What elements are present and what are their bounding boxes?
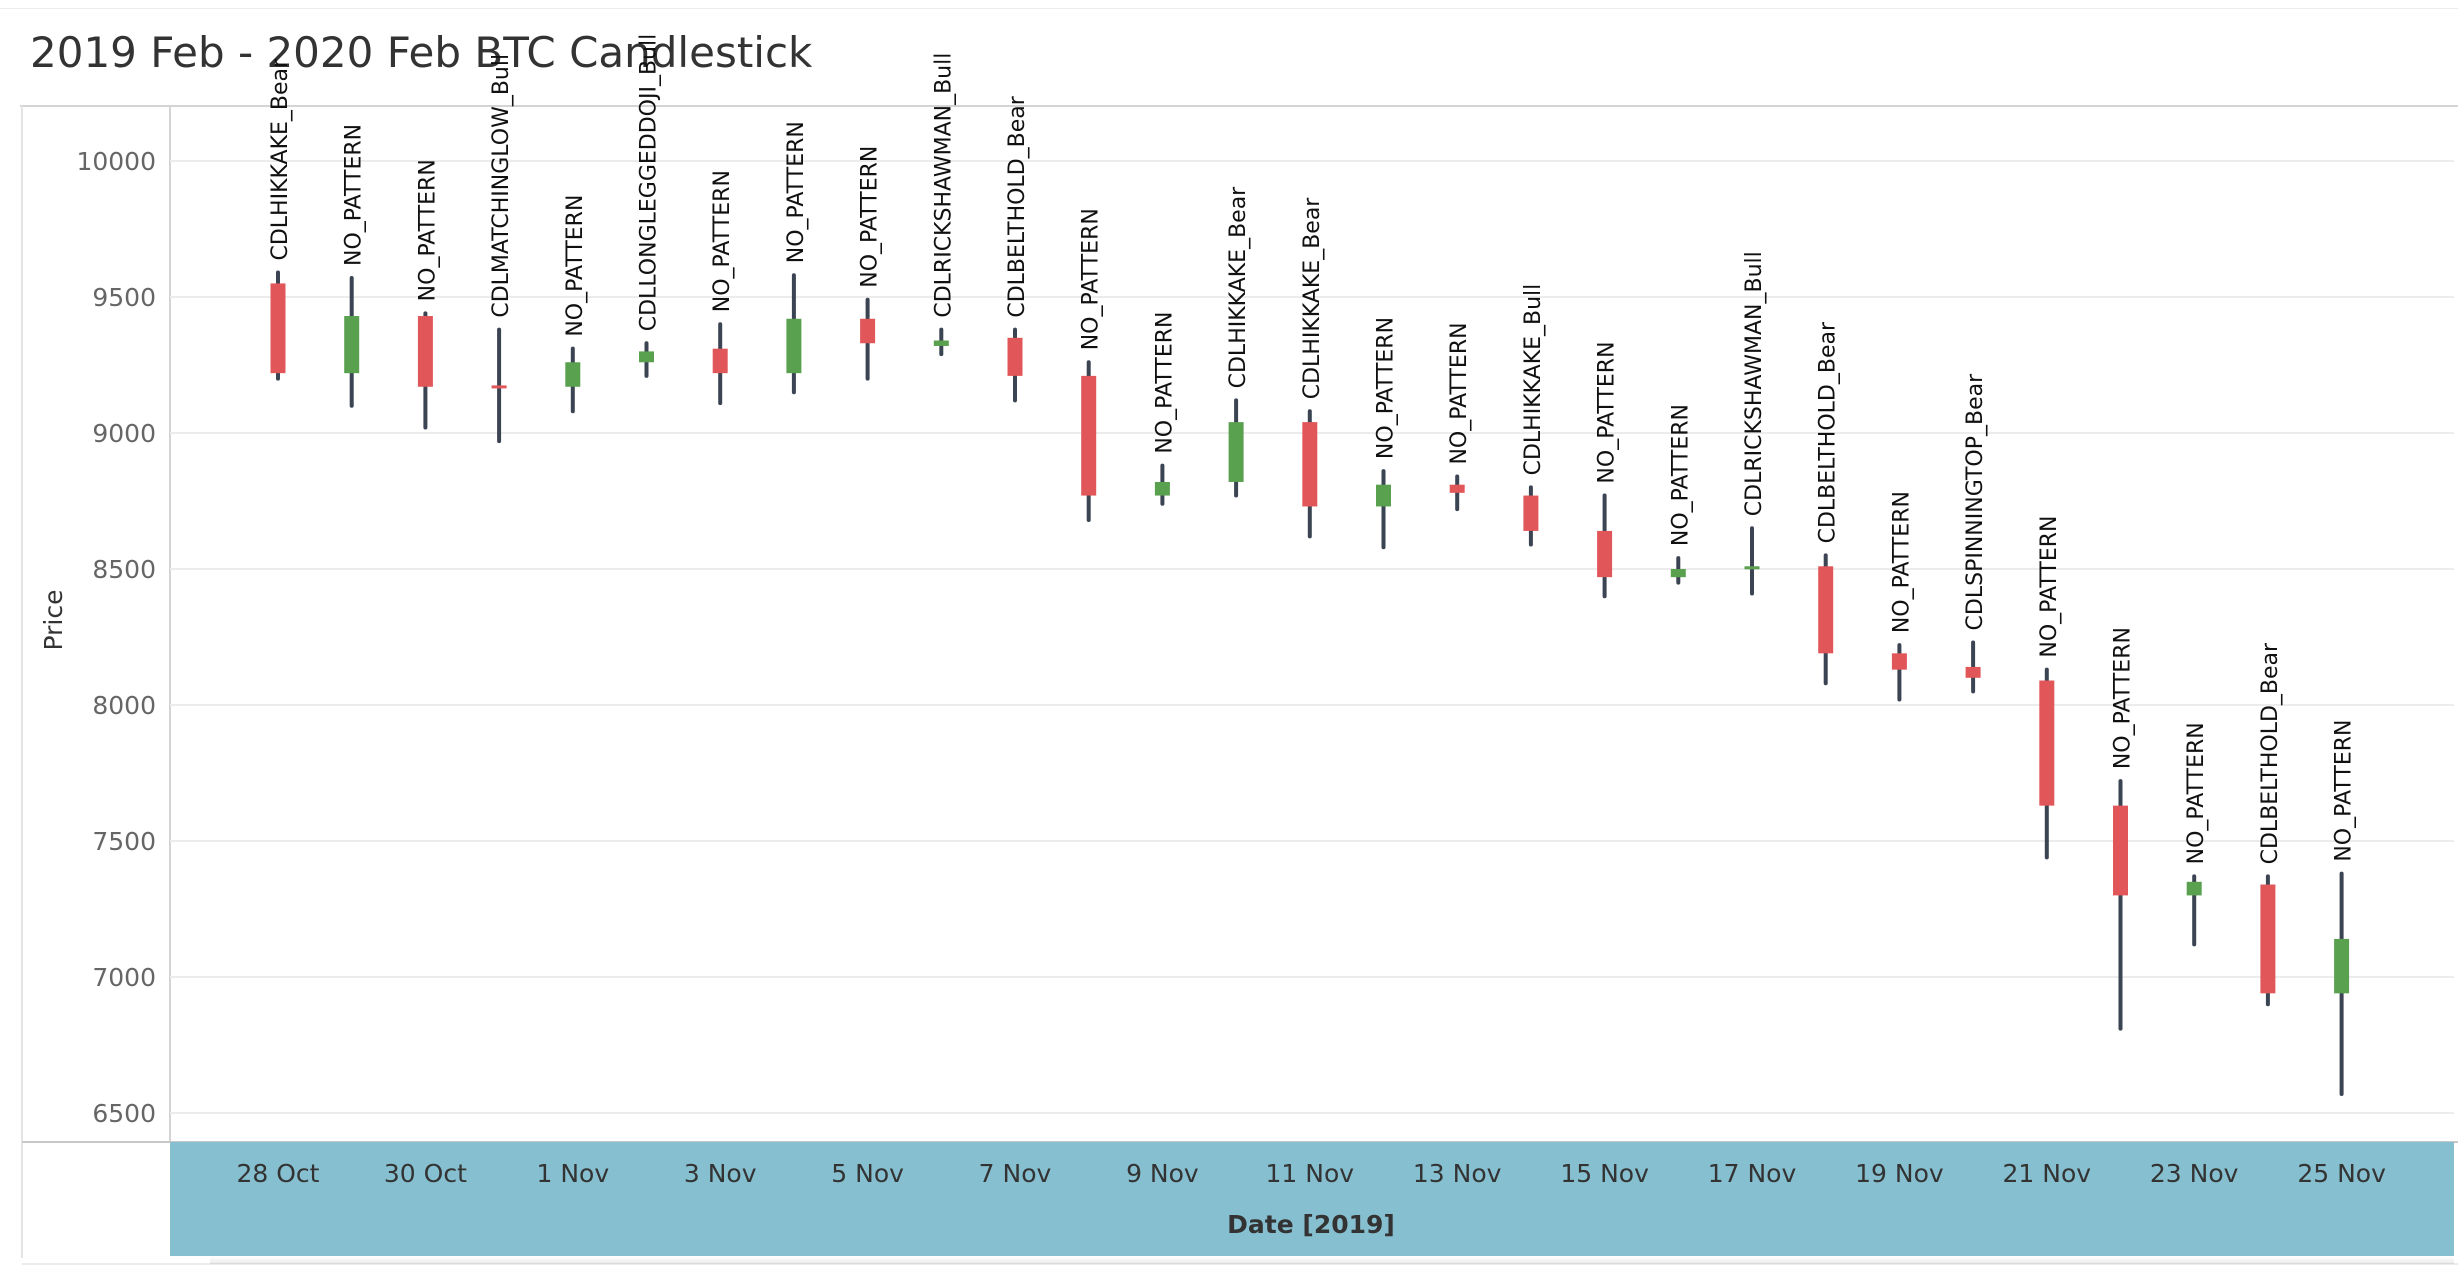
pattern-label: CDLHIKKAKE_Bear (1300, 197, 1325, 400)
pattern-label: CDLSPINNINGTOP_Bear (1963, 373, 1988, 631)
x-tick-label: 7 Nov (979, 1159, 1052, 1188)
x-tick-label: 5 Nov (831, 1159, 904, 1188)
bear-candle-body (1007, 337, 1023, 376)
bear-candle-body (1302, 422, 1318, 507)
bear-candle-body (1597, 530, 1613, 578)
y-tick-label: 9500 (92, 283, 156, 312)
pattern-label: CDLBELTHOLD_Bear (2258, 642, 2283, 864)
y-tick-label: 7500 (92, 827, 156, 856)
bull-candle-body (1228, 422, 1244, 482)
bear-candle-body (1449, 484, 1465, 493)
pattern-label: NO_PATTERN (342, 124, 367, 266)
bear-candle-body (2260, 884, 2276, 994)
y-tick-label: 7000 (92, 963, 156, 992)
x-tick-label: 30 Oct (384, 1159, 467, 1188)
pattern-label: NO_PATTERN (1595, 341, 1620, 483)
x-tick-label: 17 Nov (1708, 1159, 1797, 1188)
x-tick-label: 11 Nov (1266, 1159, 1355, 1188)
y-tick-label: 8500 (92, 555, 156, 584)
bull-candle-body (1744, 566, 1760, 570)
bull-candle-body (344, 316, 360, 374)
pattern-label: CDLRICKSHAWMAN_Bull (1742, 251, 1767, 516)
pattern-label: NO_PATTERN (2037, 516, 2062, 658)
bull-candle-body (2334, 938, 2350, 994)
pattern-label: NO_PATTERN (784, 121, 809, 263)
bear-candle-body (1891, 653, 1907, 670)
bear-candle-body (2113, 805, 2128, 896)
pattern-label: NO_PATTERN (563, 195, 588, 337)
pattern-label: NO_PATTERN (1079, 208, 1104, 350)
x-tick-label: 3 Nov (684, 1159, 757, 1188)
x-tick-label: 1 Nov (536, 1159, 609, 1188)
x-tick-label: 13 Nov (1413, 1159, 1502, 1188)
bull-candle-body (1154, 481, 1170, 496)
x-tick-label: 9 Nov (1126, 1159, 1199, 1188)
bull-candle-body (2186, 881, 2202, 896)
bull-candle-body (933, 340, 949, 346)
x-tick-label: 15 Nov (1560, 1159, 1649, 1188)
pattern-label: CDLHIKKAKE_Bear (1226, 186, 1251, 389)
pattern-label: NO_PATTERN (2332, 720, 2357, 862)
pattern-label: CDLHIKKAKE_Bull (1521, 284, 1546, 476)
y-axis: 6500 7000 7500 8000 8500 9000 9500 10000 Price (39, 147, 156, 1128)
bear-candle-body (1081, 375, 1097, 496)
bear-candle-body (1523, 495, 1539, 531)
pattern-label: CDLMATCHINGLOW_Bull (489, 54, 514, 318)
bear-candle-body (860, 318, 876, 344)
pattern-label: NO_PATTERN (2111, 627, 2136, 769)
pattern-label: NO_PATTERN (1447, 322, 1472, 464)
x-axis-band: 28 Oct 30 Oct 1 Nov 3 Nov 5 Nov 7 Nov 9 Nov 11 … (170, 1142, 2454, 1264)
pattern-label: CDLRICKSHAWMAN_Bull (931, 53, 956, 318)
bear-candle-body (1965, 666, 1981, 678)
pattern-label: NO_PATTERN (415, 159, 440, 301)
x-axis-shadow (210, 1256, 2454, 1264)
bear-candle-body (1818, 566, 1834, 654)
bull-candle-body (639, 351, 654, 363)
bull-candle-body (565, 362, 581, 387)
candles (270, 270, 2350, 1096)
x-axis-title: Date [2019] (1227, 1210, 1395, 1239)
x-tick-label: 19 Nov (1855, 1159, 1944, 1188)
y-tick-label: 6500 (92, 1099, 156, 1128)
pattern-label: CDLHIKKAKE_Bear (268, 58, 293, 261)
pattern-labels: CDLHIKKAKE_Bear NO_PATTERN NO_PATTERN CDLMA… (268, 34, 2357, 865)
top-divider (0, 8, 2458, 9)
pattern-label: NO_PATTERN (1152, 312, 1177, 454)
y-tick-label: 9000 (92, 419, 156, 448)
pattern-label: NO_PATTERN (1374, 317, 1399, 459)
bear-candle-body (2039, 680, 2055, 806)
pattern-label: CDLLONGLEGGEDDOJI_Bull (637, 34, 662, 331)
pattern-label: NO_PATTERN (1889, 491, 1914, 633)
bear-candle-body (417, 316, 433, 387)
y-tick-label: 10000 (76, 147, 156, 176)
x-axis-background (170, 1142, 2454, 1256)
x-tick-label: 23 Nov (2150, 1159, 2239, 1188)
bear-candle-body (712, 348, 728, 374)
pattern-label: NO_PATTERN (1668, 404, 1693, 546)
y-axis-title: Price (39, 590, 68, 651)
page-title: 2019 Feb - 2020 Feb BTC Candlestick (30, 28, 813, 77)
bear-candle-body (270, 283, 286, 374)
pattern-label: NO_PATTERN (710, 170, 735, 312)
bull-candle-body (786, 318, 802, 374)
x-tick-label: 25 Nov (2297, 1159, 2386, 1188)
bull-candle-body (1670, 569, 1686, 578)
x-tick-label: 28 Oct (237, 1159, 320, 1188)
y-tick-label: 8000 (92, 691, 156, 720)
x-tick-label: 21 Nov (2003, 1159, 2092, 1188)
pattern-label: CDLBELTHOLD_Bear (1005, 95, 1030, 317)
bull-candle-body (1376, 484, 1391, 507)
pattern-label: NO_PATTERN (858, 146, 883, 288)
bear-candle-body (491, 385, 507, 389)
pattern-label: NO_PATTERN (2184, 722, 2209, 864)
pattern-label: CDLBELTHOLD_Bear (1816, 321, 1841, 543)
